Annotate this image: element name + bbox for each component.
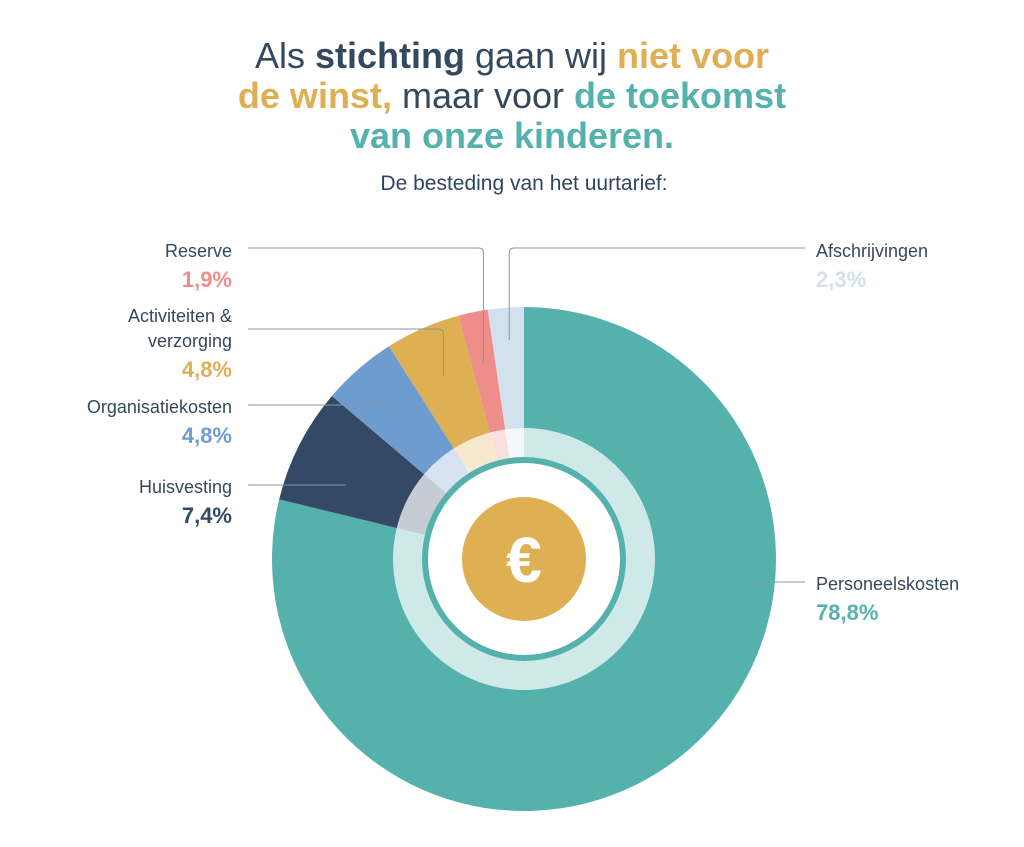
euro-icon: €: [462, 497, 586, 621]
headline-emphasis-niet-voor: niet voor: [617, 35, 770, 76]
headline-text-3: maar voor: [391, 75, 575, 116]
slice-label-afschrijvingen: Afschrijvingen: [816, 241, 928, 261]
chart-slices: [272, 307, 776, 811]
callout-line-reserve: [248, 247, 484, 364]
headline-text-2: gaan wij: [464, 35, 618, 76]
pie-slice-activiteiten-verzorging: [388, 315, 498, 474]
center-ring: [422, 457, 626, 661]
slice-label-reserve: Reserve: [165, 241, 232, 261]
pie-slice-personeelskosten: [272, 307, 776, 811]
chart-callouts: Personeelskosten 78,8% Huisvesting 7,4% Orga…: [87, 241, 959, 625]
callout-line-activiteiten-verzorging: [248, 328, 444, 376]
slice-label-activiteiten-verzorging: Activiteiten &: [128, 306, 232, 326]
slice-value-activiteiten-verzorging: 4,8%: [182, 357, 232, 382]
slice-value-personeelskosten: 78,8%: [816, 600, 878, 625]
headline-emphasis-de-winst: de winst,: [237, 75, 392, 116]
slice-label-huisvesting: Huisvesting: [139, 477, 232, 497]
headline-emphasis-de-toekomst: de toekomst: [574, 75, 787, 116]
slice-label-activiteiten-verzorging: verzorging: [148, 331, 232, 351]
slice-value-huisvesting: 7,4%: [182, 503, 232, 528]
slice-value-organisatiekosten: 4,8%: [182, 423, 232, 448]
callout-line-afschrijvingen: [508, 247, 805, 340]
svg-text:€: €: [506, 524, 542, 596]
headline-text-1: Als: [254, 35, 315, 76]
slice-value-afschrijvingen: 2,3%: [816, 267, 866, 292]
headline-emphasis-stichting: stichting: [314, 35, 465, 76]
slice-label-personeelskosten: Personeelskosten: [816, 574, 959, 594]
pie-slice-organisatiekosten: [331, 346, 470, 494]
slice-label-organisatiekosten: Organisatiekosten: [87, 397, 232, 417]
chart-subtitle: De besteding van het uurtarief:: [380, 172, 668, 195]
pie-slice-reserve: [458, 309, 510, 462]
pie-slice-huisvesting: [279, 395, 447, 536]
headline-emphasis-kinderen: van onze kinderen.: [349, 115, 675, 156]
headline: Als stichting gaan wij niet voor de wins…: [0, 36, 1024, 156]
slice-value-reserve: 1,9%: [182, 267, 232, 292]
pie-slice-afschrijvingen: [487, 307, 524, 460]
